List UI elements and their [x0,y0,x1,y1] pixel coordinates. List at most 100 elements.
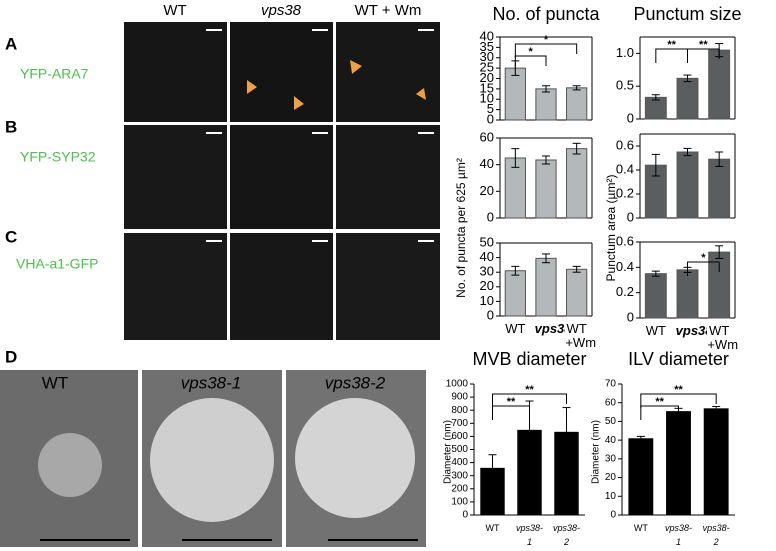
micrograph [336,125,440,229]
y-tick-label: 700 [451,418,468,429]
y-tick-label: 5 [487,101,494,116]
significance-label: * [529,46,534,58]
x-tick-label: WT [486,523,500,533]
y-tick-label: 10 [480,293,494,308]
y-tick-label: 40 [480,28,494,43]
em-header: WT [42,373,68,392]
micrograph [124,125,227,229]
bar [566,268,588,317]
x-tick-label: vps38-2 [552,523,580,547]
column-header: vps38 [261,2,302,19]
marker-label: YFP-ARA7 [20,66,89,82]
y-tick-label: 0 [627,309,634,324]
x-tick-label: vps38-1 [516,523,543,547]
bar [566,148,588,219]
y-tick-label: 50 [480,234,494,249]
y-tick-label: 20 [480,70,494,85]
x-tick-label: WT +Wm [565,322,596,350]
bar-chart: MVB diameter Diameter (nm) 0 100 200 300 400 50… [443,349,587,547]
y-tick-label: 0 [462,510,468,521]
bar [554,431,579,515]
y-tick-label: 1000 [446,379,469,390]
bar-chart: Punctum area (µm²) 0 0.2 0.4 0.6 [604,133,736,282]
bar [708,49,731,120]
x-tick-label: WT [634,523,648,533]
scale-bars [206,29,434,242]
y-tick-label: 20 [480,278,494,293]
y-tick-label: 500 [451,444,468,455]
y-tick-label: 0 [610,510,616,521]
x-tick-label: vps38 [675,324,708,338]
x-tick-label: WT [646,324,666,338]
chart-title: No. of puncta [492,4,600,24]
y-axis-label: Punctum area (µm²) [604,175,618,282]
significance-label: * [544,34,549,46]
y-tick-label: 30 [480,49,494,64]
y-tick-label: 0 [487,307,494,322]
x-tick-label: WT +Wm [707,324,739,352]
x-tick-label: vps38-2 [702,523,730,547]
x-tick-label: vps38 [675,324,708,338]
y-tick-label: 40 [480,156,494,171]
mvb [295,398,415,518]
bar [628,438,654,515]
micrograph [336,233,440,340]
bar [535,159,557,219]
panel-label: B [5,117,17,136]
y-tick-label: 0.2 [616,284,634,299]
significance-bracket [514,55,547,70]
y-tick-label: 0.5 [616,78,634,93]
bar [535,88,557,121]
x-tick-label: vps38-1 [664,523,692,547]
y-tick-label: 0.4 [616,161,634,176]
y-tick-label: 35 [480,39,494,54]
y-tick-label: 30 [605,453,617,464]
bar [504,67,526,121]
bar [566,87,588,121]
significance-bracket [640,405,679,420]
y-tick-label: 0 [627,209,634,224]
chart-title: ILV diameter [628,349,729,369]
significance-bracket [640,393,717,408]
y-tick-label: 900 [451,392,468,403]
y-tick-label: 100 [451,497,468,508]
bar [676,151,699,219]
significance-label: ** [674,384,683,396]
y-tick-label: 70 [605,379,617,390]
bar-chart: Punctum size 0 0.5 1.0 ** ** [616,4,742,126]
chart-title: MVB diameter [472,349,586,369]
significance-label: * [701,252,706,264]
bar [676,269,699,319]
y-tick-label: 60 [605,397,617,408]
y-tick-label: 50 [605,416,617,427]
marker-label: VHA-a1-GFP [16,256,98,272]
y-tick-label: 30 [480,264,494,279]
y-tick-label: 1.0 [616,45,634,60]
bar [517,429,542,515]
y-tick-label: 15 [480,80,494,95]
column-header: WT [163,2,186,19]
bar [535,257,557,317]
y-tick-label: 0 [487,111,494,126]
x-tick-label: vps38-2 [702,523,730,547]
y-tick-label: 0 [627,110,634,125]
significance-bracket [514,43,578,58]
y-tick-label: 10 [605,491,617,502]
panel-label: A [5,34,17,53]
x-tick-label: WT +Wm [707,324,739,352]
significance-label: ** [507,396,516,408]
y-tick-label: 300 [451,470,468,481]
y-tick-label: 0.6 [616,137,634,152]
x-tick-label: vps38 [535,322,566,336]
significance-bracket [687,261,720,276]
significance-bracket [492,405,530,420]
y-tick-label: 40 [480,249,494,264]
x-tick-label: vps38-1 [664,523,692,547]
x-tick-label: vps38-2 [552,523,580,547]
bar [708,158,731,219]
micrograph [124,233,227,340]
